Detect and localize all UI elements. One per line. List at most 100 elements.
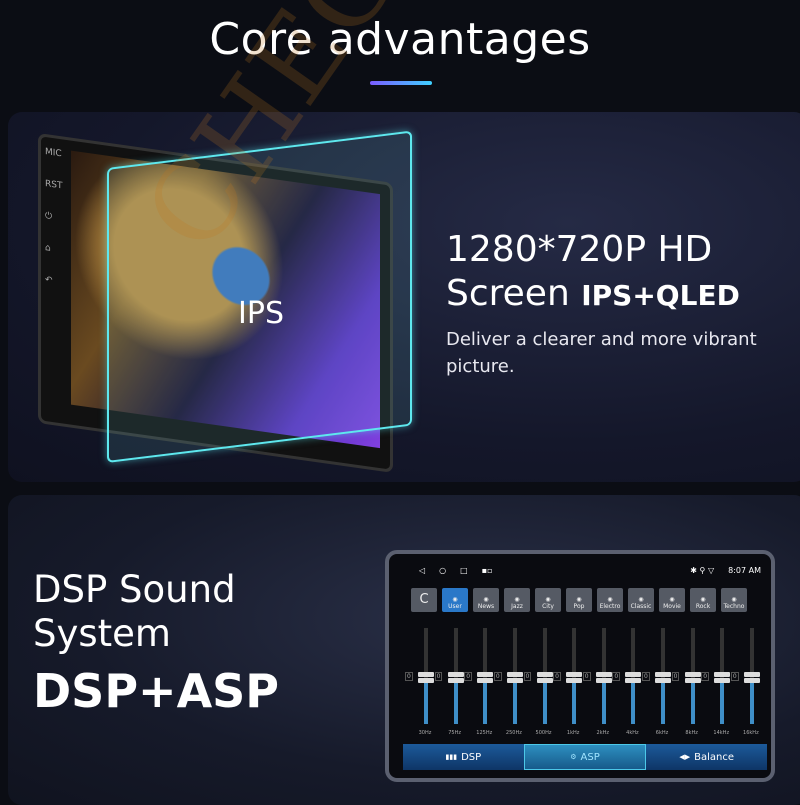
eq-band-slider[interactable]: 0 30Hz: [405, 626, 439, 736]
preset-electro[interactable]: ◉ Electro: [597, 588, 623, 612]
slider-knob[interactable]: [506, 678, 523, 683]
preset-icon: ◉: [669, 596, 675, 603]
band-value: 0: [553, 672, 561, 681]
nav-recents-icon[interactable]: □: [460, 565, 468, 575]
slider-fill: [572, 678, 577, 724]
preset-label: Rock: [695, 603, 711, 610]
slider-knob-upper[interactable]: [684, 672, 701, 677]
band-value: 0: [434, 672, 443, 681]
eq-band-slider[interactable]: 0 8kHz: [671, 626, 706, 736]
slider-knob[interactable]: [684, 678, 701, 683]
slider-knob-upper[interactable]: [536, 672, 553, 677]
eq-band-slider[interactable]: 0 4kHz: [612, 626, 646, 736]
nav-back-icon[interactable]: ◁: [419, 565, 426, 575]
preset-bar: C ◉ User ◉ News ◉ Jazz ◉ City ◉ Pop ◉ Electro ◉ Class…: [411, 588, 747, 612]
slider-knob-upper[interactable]: [506, 672, 523, 677]
preset-label: Classic: [630, 603, 652, 610]
preset-techno[interactable]: ◉ Techno: [721, 588, 747, 612]
mic-label: MIC: [45, 146, 62, 160]
clock: 8:07 AM: [728, 565, 761, 575]
screen-description: Deliver a clearer and more vibrant pictu…: [446, 329, 757, 377]
preset-pop[interactable]: ◉ Pop: [566, 588, 592, 612]
slider-knob-upper[interactable]: [447, 672, 464, 677]
slider-knob-upper[interactable]: [625, 672, 642, 677]
dsp-asp-subheading: DSP+ASP: [33, 664, 280, 718]
reset-button[interactable]: C: [411, 588, 437, 612]
tab-label: Balance: [694, 751, 735, 763]
band-frequency: 500Hz: [535, 730, 552, 736]
tab-label: DSP: [461, 751, 482, 763]
preset-classic[interactable]: ◉ Classic: [628, 588, 654, 612]
slider-knob-upper[interactable]: [714, 672, 731, 677]
tab-icon: ▮▮▮: [445, 753, 458, 761]
nav-home-icon[interactable]: ○: [439, 565, 447, 575]
slider-fill: [631, 678, 636, 724]
slider-knob[interactable]: [447, 678, 464, 683]
eq-band-slider[interactable]: 0 250Hz: [493, 626, 528, 736]
band-value: 0: [730, 672, 739, 681]
slider-knob[interactable]: [595, 678, 612, 683]
preset-rock[interactable]: ◉ Rock: [690, 588, 716, 612]
tab-asp[interactable]: ⚙ ASP: [523, 744, 647, 770]
preset-icon: ◉: [483, 596, 489, 603]
preset-icon: ◉: [731, 596, 737, 603]
band-frequency: 16kHz: [743, 730, 759, 736]
preset-icon: ◉: [607, 596, 613, 603]
slider-knob[interactable]: [655, 678, 671, 683]
band-value: 0: [671, 672, 680, 681]
preset-movie[interactable]: ◉ Movie: [659, 588, 685, 612]
preset-label: Movie: [663, 603, 681, 610]
slider-knob[interactable]: [418, 678, 434, 683]
home-icon: ⌂: [45, 242, 51, 254]
eq-band-slider[interactable]: 0 1kHz: [553, 626, 587, 736]
band-value: 0: [464, 672, 473, 681]
slider-knob[interactable]: [625, 678, 642, 683]
preset-icon: ◉: [514, 596, 520, 603]
slider-knob[interactable]: [566, 678, 583, 683]
slider-knob-upper[interactable]: [418, 672, 434, 677]
eq-band-slider[interactable]: 0 6kHz: [642, 626, 676, 736]
slider-knob-upper[interactable]: [655, 672, 671, 677]
status-bar: ◁ ○ □ ▪▫ ✱ ⚲ ▽ 8:07 AM: [419, 562, 761, 578]
band-frequency: 30Hz: [418, 730, 432, 736]
slider-fill: [483, 678, 488, 724]
band-value: 0: [582, 672, 591, 681]
slider-knob-upper[interactable]: [743, 672, 760, 677]
tab-balance[interactable]: ◀▶ Balance: [646, 744, 768, 770]
slider-knob[interactable]: [536, 678, 553, 683]
page-title: Core advantages: [209, 14, 591, 65]
slider-fill: [424, 678, 428, 724]
eq-band-slider[interactable]: 0 14kHz: [701, 626, 735, 736]
eq-band-slider[interactable]: 0 2kHz: [582, 626, 617, 736]
preset-jazz[interactable]: ◉ Jazz: [504, 588, 530, 612]
band-frequency: 75Hz: [448, 730, 461, 736]
slider-knob[interactable]: [714, 678, 731, 683]
tab-icon: ⚙: [570, 753, 577, 761]
screen-headline: 1280*720P HD Screen IPS+QLED: [446, 228, 740, 318]
preset-label: City: [542, 603, 554, 610]
preset-user[interactable]: ◉ User: [442, 588, 468, 612]
band-frequency: 4kHz: [626, 730, 639, 736]
eq-band-slider[interactable]: 0 75Hz: [434, 626, 469, 736]
slider-knob-upper[interactable]: [566, 672, 583, 677]
preset-label: Pop: [573, 603, 585, 610]
slider-knob[interactable]: [743, 678, 760, 683]
eq-band-slider[interactable]: 0 125Hz: [464, 626, 498, 736]
eq-bands: 0 30Hz 0 75Hz 0 125Hz 0 250Hz 0 500Hz 0 1kHz 0 2kHz 0 4…: [405, 626, 765, 736]
band-value: 0: [493, 672, 502, 681]
slider-knob-upper[interactable]: [595, 672, 612, 677]
band-value: 0: [405, 672, 413, 681]
back-icon: ↶: [45, 274, 53, 287]
preset-icon: ◉: [700, 596, 706, 603]
slider-knob-upper[interactable]: [477, 672, 494, 677]
eq-band-slider[interactable]: 0 16kHz: [730, 626, 765, 736]
preset-city[interactable]: ◉ City: [535, 588, 561, 612]
bluetooth-icon: ✱ ⚲ ▽: [690, 565, 715, 575]
preset-news[interactable]: ◉ News: [473, 588, 499, 612]
slider-knob[interactable]: [477, 678, 494, 683]
eq-screen: ◁ ○ □ ▪▫ ✱ ⚲ ▽ 8:07 AM C ◉ User ◉ News ◉ Jazz…: [385, 550, 775, 782]
rst-label: RST: [45, 178, 63, 192]
preset-label: Jazz: [511, 603, 523, 610]
eq-band-slider[interactable]: 0 500Hz: [523, 626, 558, 736]
tab-dsp[interactable]: ▮▮▮ DSP: [403, 744, 524, 770]
